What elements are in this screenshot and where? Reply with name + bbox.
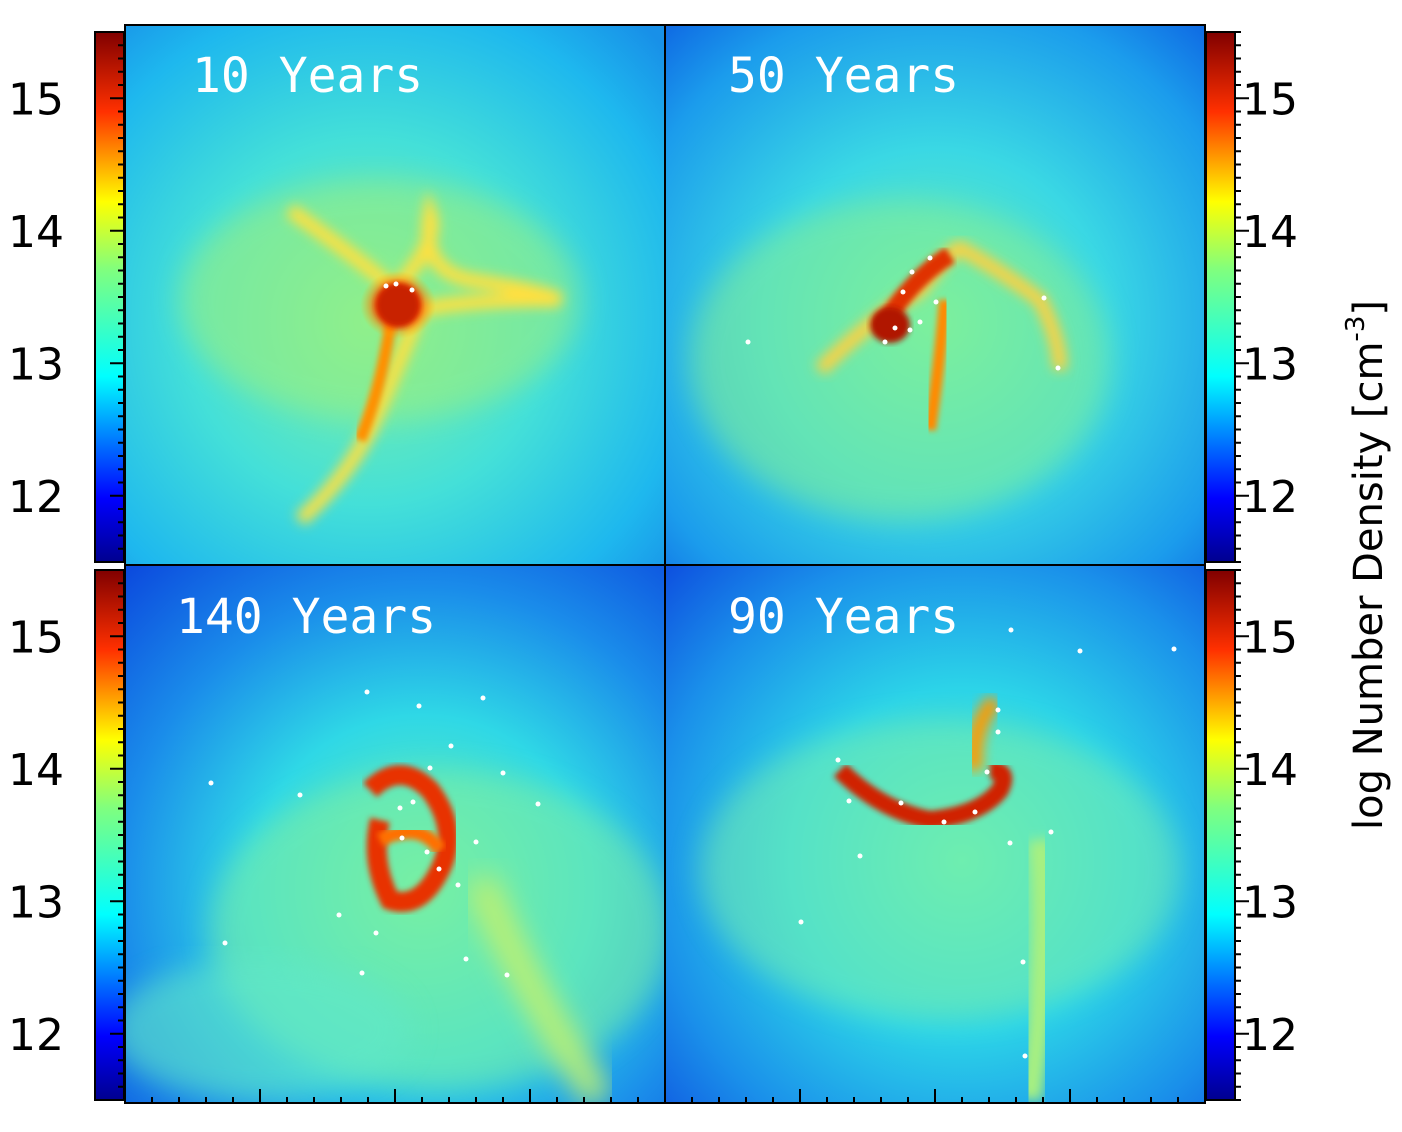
panel-50-years: 50 Years bbox=[665, 25, 1205, 565]
colorbar-right-top bbox=[1205, 31, 1236, 563]
panel-title: 10 Years bbox=[192, 48, 423, 104]
sink-particle bbox=[1055, 365, 1061, 371]
sink-particle bbox=[359, 970, 365, 976]
sink-particle bbox=[504, 972, 510, 978]
sink-particle bbox=[909, 269, 915, 275]
panel-90-years: 90 Years bbox=[665, 565, 1205, 1103]
sink-particle bbox=[473, 839, 479, 845]
colorbar-tick-label: 13 bbox=[1242, 339, 1298, 390]
colorbar-tick-label: 14 bbox=[8, 745, 64, 796]
sink-particle bbox=[409, 287, 415, 293]
sink-particle bbox=[448, 743, 454, 749]
colorbar-tick-label: 13 bbox=[1242, 877, 1298, 928]
sink-particle bbox=[857, 853, 863, 859]
colorbar-tick-label: 12 bbox=[8, 472, 64, 523]
sink-particle bbox=[399, 835, 405, 841]
colorbar-ticks bbox=[110, 31, 1249, 1101]
sink-particle bbox=[972, 809, 978, 815]
sink-particle bbox=[846, 798, 852, 804]
sink-particle bbox=[416, 703, 422, 709]
sink-particle bbox=[1020, 959, 1026, 965]
colorbar-tick-label: 12 bbox=[1242, 1010, 1298, 1061]
colorbar-tick-label: 15 bbox=[1242, 74, 1298, 125]
sink-particle bbox=[397, 805, 403, 811]
sink-particle bbox=[984, 769, 990, 775]
sink-particle bbox=[917, 319, 923, 325]
sink-particle bbox=[798, 919, 804, 925]
sink-particle bbox=[436, 866, 442, 872]
sink-particle bbox=[892, 325, 898, 331]
colorbar-tick-label: 14 bbox=[1242, 207, 1298, 258]
sink-particle bbox=[463, 956, 469, 962]
colorbar-tick-label: 14 bbox=[1242, 745, 1298, 796]
panel-title: 50 Years bbox=[728, 48, 959, 104]
sink-particle bbox=[393, 281, 399, 287]
sink-particle bbox=[900, 289, 906, 295]
sink-particle bbox=[1022, 1053, 1028, 1059]
colorbar-tick-label: 12 bbox=[1242, 472, 1298, 523]
sink-particle bbox=[410, 799, 416, 805]
panel-140-years: 140 Years bbox=[125, 565, 665, 1103]
sink-particle bbox=[222, 940, 228, 946]
sink-particle bbox=[535, 801, 541, 807]
colorbar-tick-label: 12 bbox=[8, 1010, 64, 1061]
colorbar-tick-label: 15 bbox=[1242, 612, 1298, 663]
colorbar-tick-label: 15 bbox=[8, 74, 64, 125]
sink-particle bbox=[907, 327, 913, 333]
colorbar-tick-labels: 12 13 14 15 12 13 14 15 12 13 14 15 12 13 14 15 bbox=[8, 74, 1298, 1061]
sink-particle bbox=[208, 780, 214, 786]
sink-particle bbox=[835, 757, 841, 763]
colorbar-tick-label: 13 bbox=[8, 877, 64, 928]
colorbar-tick-label: 13 bbox=[8, 339, 64, 390]
sink-particle bbox=[1041, 295, 1047, 301]
sink-particle bbox=[1048, 829, 1054, 835]
sink-particle bbox=[383, 283, 389, 289]
sink-particle bbox=[424, 849, 430, 855]
sink-particle bbox=[373, 930, 379, 936]
sink-particle bbox=[941, 819, 947, 825]
sink-particle bbox=[297, 792, 303, 798]
colorbar-right-bottom bbox=[1205, 569, 1236, 1101]
sink-particle bbox=[336, 912, 342, 918]
sink-particle bbox=[364, 689, 370, 695]
sink-particle bbox=[1007, 840, 1013, 846]
sink-particle bbox=[480, 695, 486, 701]
sink-particle bbox=[927, 255, 933, 261]
panel-10-years: 10 Years bbox=[125, 25, 665, 565]
panel-title: 90 Years bbox=[728, 589, 959, 645]
panel-title: 140 Years bbox=[176, 589, 436, 645]
sink-particle bbox=[745, 339, 751, 345]
sink-particle bbox=[898, 800, 904, 806]
sink-particle bbox=[933, 299, 939, 305]
sink-particle bbox=[995, 729, 1001, 735]
sink-particle bbox=[995, 707, 1001, 713]
colorbar-title: log Number Density [cm-3] bbox=[1341, 300, 1392, 830]
sink-particle bbox=[455, 882, 461, 888]
colorbar-tick-label: 14 bbox=[8, 207, 64, 258]
sink-particle bbox=[1077, 648, 1083, 654]
sink-particle bbox=[882, 339, 888, 345]
sink-particle bbox=[1171, 646, 1177, 652]
sink-particle bbox=[427, 765, 433, 771]
sink-particle bbox=[500, 770, 506, 776]
sink-particle bbox=[1008, 627, 1014, 633]
colorbar-tick-label: 15 bbox=[8, 612, 64, 663]
